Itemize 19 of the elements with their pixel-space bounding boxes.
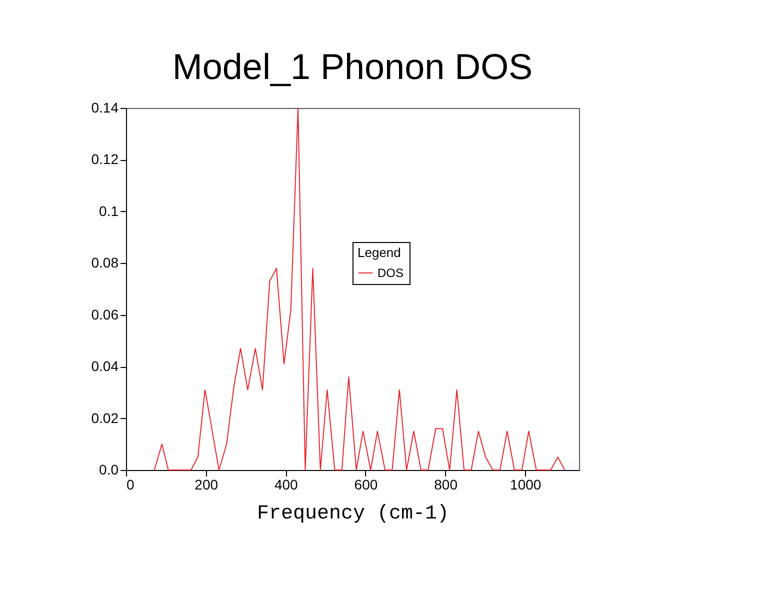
y-tick-label: 0.04 [91,358,119,374]
line-series [154,108,566,470]
x-axis-title: Frequency (cm-1) [256,502,450,526]
y-tick-label: 0.06 [91,306,119,322]
x-tick-label: 800 [434,476,458,492]
y-tick-label: 0.02 [91,410,119,426]
y-tick-label: 0.12 [91,151,119,168]
x-tick-label: 400 [274,476,298,492]
chart-title: Model_1 Phonon DOS [172,46,533,87]
x-tick-label: 600 [354,476,378,492]
x-tick-label: 0 [126,476,134,492]
y-tick-label: 0.0 [99,462,119,478]
legend-label: DOS [378,266,404,280]
x-tick-label: 1000 [510,476,542,492]
y-tick-label: 0.1 [99,202,119,219]
x-tick-label: 200 [194,476,218,492]
y-tick-label: 0.14 [91,100,119,116]
y-tick-label: 0.08 [91,254,119,271]
legend-title: Legend [358,244,401,260]
